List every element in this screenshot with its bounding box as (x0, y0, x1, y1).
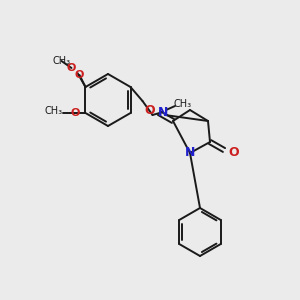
Text: N: N (158, 106, 168, 118)
Text: methoxy: methoxy (68, 64, 74, 65)
Text: O: O (71, 108, 80, 118)
Text: O: O (75, 70, 84, 80)
Text: O: O (228, 146, 238, 158)
Text: O: O (144, 104, 155, 118)
Text: CH₃: CH₃ (44, 106, 62, 116)
Text: N: N (185, 146, 195, 160)
Text: CH₃: CH₃ (174, 99, 192, 109)
Text: O: O (67, 63, 76, 73)
Text: CH₃: CH₃ (52, 56, 70, 66)
